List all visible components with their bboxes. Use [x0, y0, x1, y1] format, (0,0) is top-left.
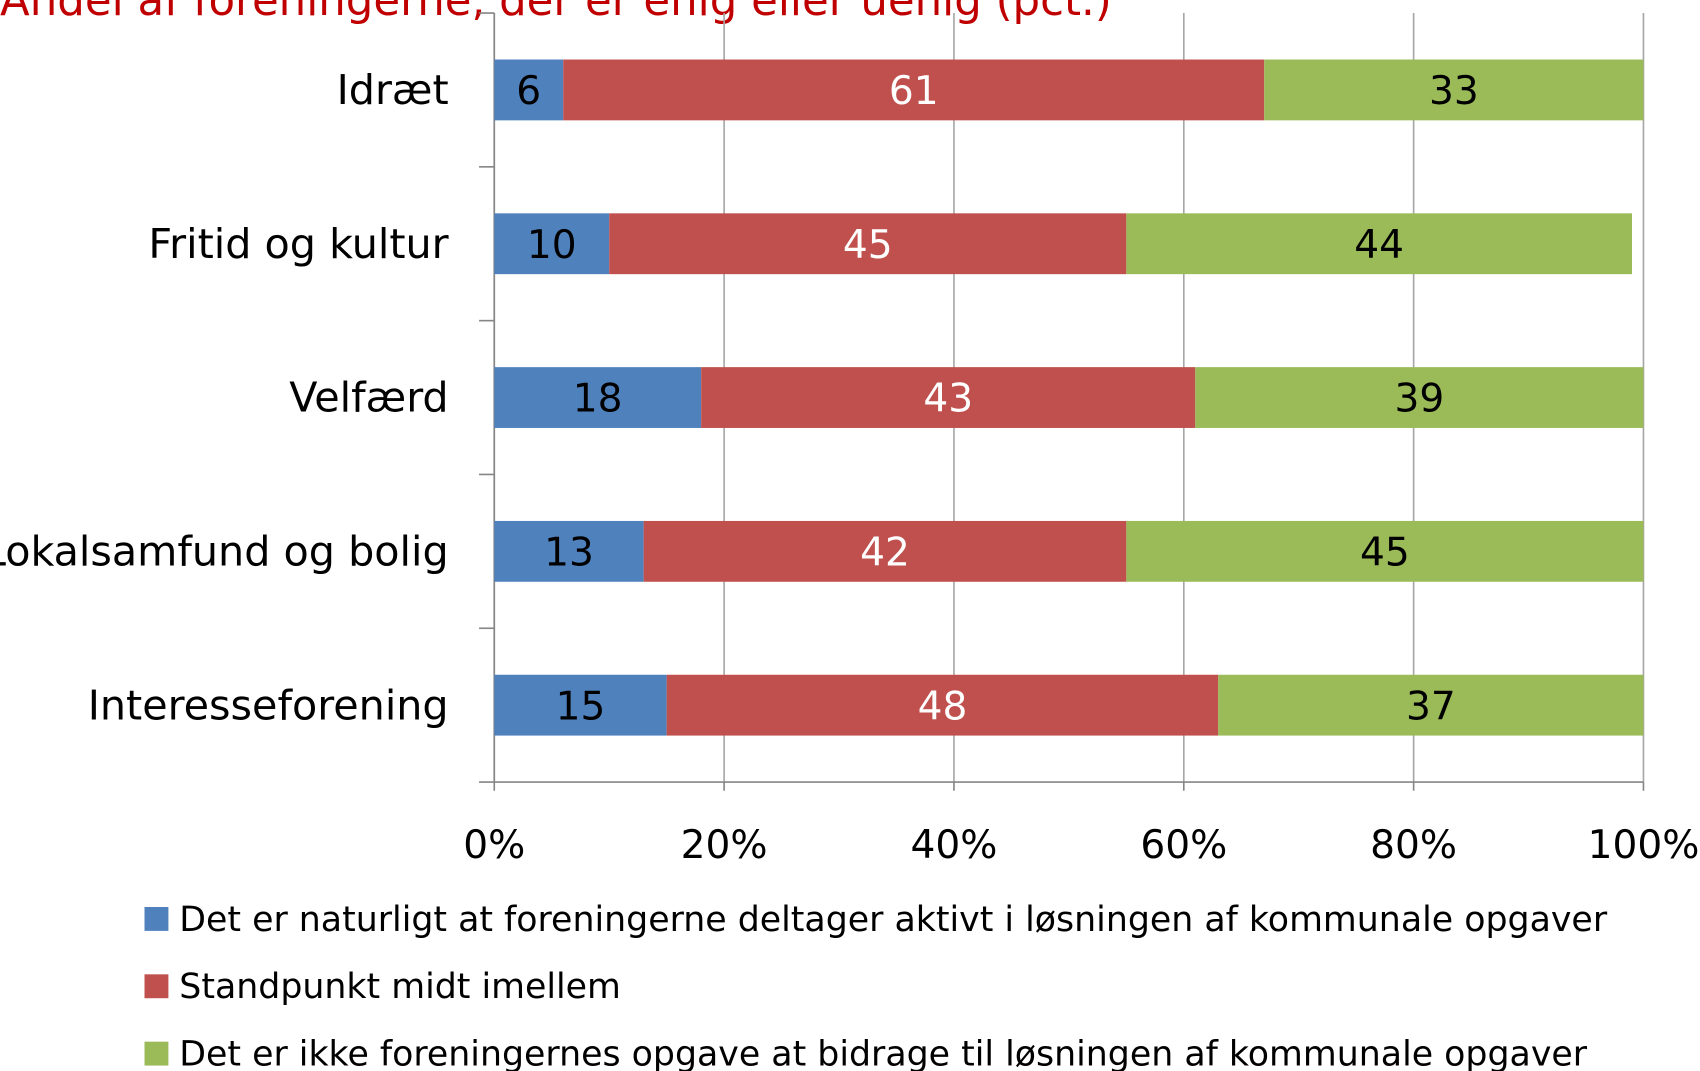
chart-title: Andel af foreningerne, der er enig eller…	[0, 0, 1112, 26]
data-label: 42	[860, 530, 910, 575]
legend-swatch	[144, 974, 169, 999]
x-tick-label: 100%	[1588, 823, 1700, 868]
data-label: 37	[1406, 684, 1456, 729]
data-label: 39	[1395, 377, 1445, 422]
x-tick-label: 0%	[463, 823, 525, 868]
legend-swatch	[144, 1041, 169, 1066]
x-tick-label: 80%	[1370, 823, 1457, 868]
data-label: 43	[923, 377, 973, 422]
data-label: 15	[556, 684, 606, 729]
bar-segment	[494, 367, 702, 428]
legend-label: Det er naturligt at foreningerne deltage…	[179, 900, 1608, 940]
bar-segment	[563, 59, 1265, 121]
legend-swatch	[144, 906, 169, 931]
bar-segment	[609, 213, 1127, 275]
data-label: 33	[1429, 69, 1479, 114]
data-label: 6	[516, 69, 541, 114]
bar-segment	[643, 520, 1127, 582]
bar-segment	[1126, 520, 1644, 582]
data-label: 18	[573, 377, 623, 422]
bar-segment	[1195, 367, 1644, 428]
bar-segment	[666, 674, 1219, 736]
legend-label: Standpunkt midt imellem	[179, 967, 621, 1007]
y-tick-label: Idræt	[337, 66, 449, 114]
x-tick-label: 20%	[681, 823, 768, 868]
data-label: 44	[1354, 223, 1404, 268]
bar-segment	[494, 674, 667, 736]
data-label: 45	[1360, 530, 1410, 575]
y-tick-label: Fritid og kultur	[148, 220, 448, 268]
x-tick-label: 40%	[910, 823, 997, 868]
bar-segment	[1126, 213, 1632, 275]
bar-segment	[701, 367, 1196, 428]
data-label: 61	[889, 69, 939, 114]
bar-segment	[1218, 674, 1644, 736]
bar-segment	[494, 59, 564, 121]
bar-segment	[1264, 59, 1644, 121]
y-tick-label: Interesseforening	[88, 681, 449, 729]
data-label: 45	[843, 223, 893, 268]
data-label: 10	[527, 223, 577, 268]
legend-label: Det er ikke foreningernes opgave at bidr…	[179, 1035, 1588, 1071]
bar-segment	[494, 213, 610, 275]
bar-segment	[494, 520, 644, 582]
data-label: 13	[544, 530, 594, 575]
x-tick-label: 60%	[1140, 823, 1227, 868]
y-tick-label: Lokalsamfund og bolig	[0, 527, 449, 575]
y-tick-label: Velfærd	[289, 374, 448, 422]
data-label: 48	[918, 684, 968, 729]
